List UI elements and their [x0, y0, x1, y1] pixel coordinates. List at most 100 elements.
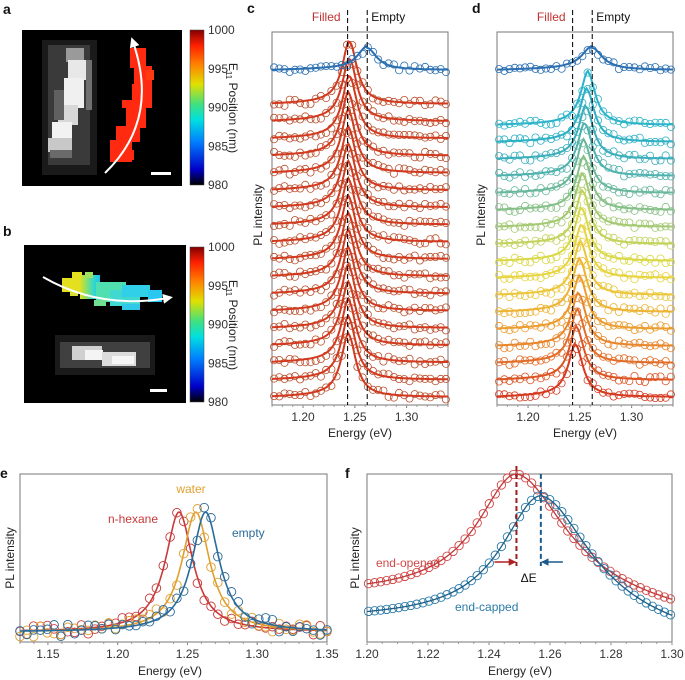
- data-point: [500, 309, 509, 318]
- data-point: [557, 518, 567, 528]
- data-point: [460, 534, 470, 544]
- spectrum-16: [495, 323, 675, 386]
- data-point: [395, 130, 404, 139]
- data-point: [415, 96, 424, 105]
- data-point: [363, 362, 372, 371]
- data-point: [405, 285, 414, 294]
- data-point: [363, 207, 372, 216]
- data-point: [374, 183, 383, 192]
- data-point: [441, 183, 450, 192]
- data-point: [526, 62, 535, 71]
- data-point: [436, 217, 445, 226]
- data-point: [661, 357, 670, 366]
- data-point: [301, 339, 310, 348]
- data-point: [405, 165, 414, 174]
- spectrum-8: [270, 158, 450, 230]
- panel-a-colorbar-ticks: 1000 995 990 985 980: [208, 23, 235, 192]
- data-point: [661, 322, 670, 331]
- data-point: [472, 570, 482, 581]
- fit-line: [496, 307, 674, 364]
- data-point: [557, 246, 566, 255]
- x-tick-label: 1.25: [568, 410, 592, 424]
- fit-line: [271, 175, 448, 243]
- data-point: [316, 264, 325, 273]
- data-point: [536, 323, 545, 332]
- data-point: [581, 541, 591, 551]
- data-point: [421, 62, 430, 71]
- data-point: [526, 222, 535, 231]
- data-point: [599, 370, 608, 379]
- data-point: [368, 230, 377, 239]
- panel-d-label: d: [472, 0, 481, 16]
- data-point: [588, 237, 597, 246]
- data-point: [666, 187, 675, 196]
- data-point: [594, 154, 603, 163]
- data-point: [290, 96, 299, 105]
- data-point: [545, 501, 555, 511]
- data-point: [635, 203, 644, 212]
- data-point: [640, 219, 649, 228]
- data-point: [545, 494, 555, 505]
- data-point: [270, 200, 279, 209]
- data-point: [659, 592, 670, 602]
- data-point: [496, 480, 507, 490]
- panel-a-colorbar: [189, 29, 205, 186]
- data-point: [426, 166, 435, 175]
- data-point: [515, 134, 524, 143]
- data-point: [421, 217, 430, 226]
- panel-b-colorbar-label: E11 Position (nm): [224, 280, 240, 370]
- data-point: [661, 202, 670, 211]
- data-point: [213, 609, 223, 619]
- data-point: [508, 522, 519, 532]
- data-point: [635, 219, 644, 228]
- data-point: [280, 389, 289, 398]
- fit-line: [366, 473, 673, 601]
- data-point: [406, 600, 416, 611]
- data-point: [646, 373, 655, 382]
- data-point: [594, 116, 603, 125]
- spectrum-5: [495, 137, 675, 199]
- data-point: [395, 116, 404, 125]
- panel-a-label: a: [3, 1, 11, 17]
- data-point: [609, 267, 618, 276]
- data-point: [301, 180, 310, 189]
- data-point: [635, 155, 644, 164]
- data-point: [557, 146, 566, 155]
- fit-line: [20, 511, 328, 632]
- spectrum-18: [270, 330, 450, 404]
- data-point: [490, 489, 500, 499]
- data-point: [421, 165, 430, 174]
- data-point: [405, 66, 414, 75]
- data-point: [15, 631, 25, 642]
- x-tick-label: 1.25: [176, 647, 200, 661]
- data-point: [656, 190, 665, 199]
- fit-line: [272, 57, 448, 122]
- data-point: [547, 306, 556, 315]
- data-point: [400, 117, 409, 126]
- data-point: [635, 292, 644, 301]
- panel-a-grayscale-image: [42, 40, 97, 175]
- x-tick-label: 1.28: [599, 647, 623, 661]
- data-point: [659, 607, 670, 617]
- data-point: [306, 114, 315, 123]
- data-point: [415, 306, 424, 315]
- data-point: [629, 580, 639, 590]
- panel-d: d Filled Empty PL intensity Energy (eV) …: [472, 0, 675, 440]
- data-point: [431, 391, 440, 400]
- data-point: [666, 207, 675, 216]
- spectrum-17: [495, 341, 675, 402]
- data-point: [646, 151, 655, 160]
- data-point: [573, 307, 582, 316]
- panel-f-ylabel: PL intensity: [348, 527, 362, 589]
- data-point: [569, 533, 579, 544]
- data-point: [614, 320, 623, 329]
- data-point: [384, 267, 393, 276]
- data-point: [611, 576, 621, 586]
- spectrum-12: [495, 256, 675, 318]
- spectrum-empty: [495, 44, 675, 75]
- data-point: [415, 203, 424, 212]
- panel-f-delta-e-label: ΔE: [521, 571, 537, 585]
- data-point: [368, 212, 377, 221]
- data-point: [495, 377, 504, 386]
